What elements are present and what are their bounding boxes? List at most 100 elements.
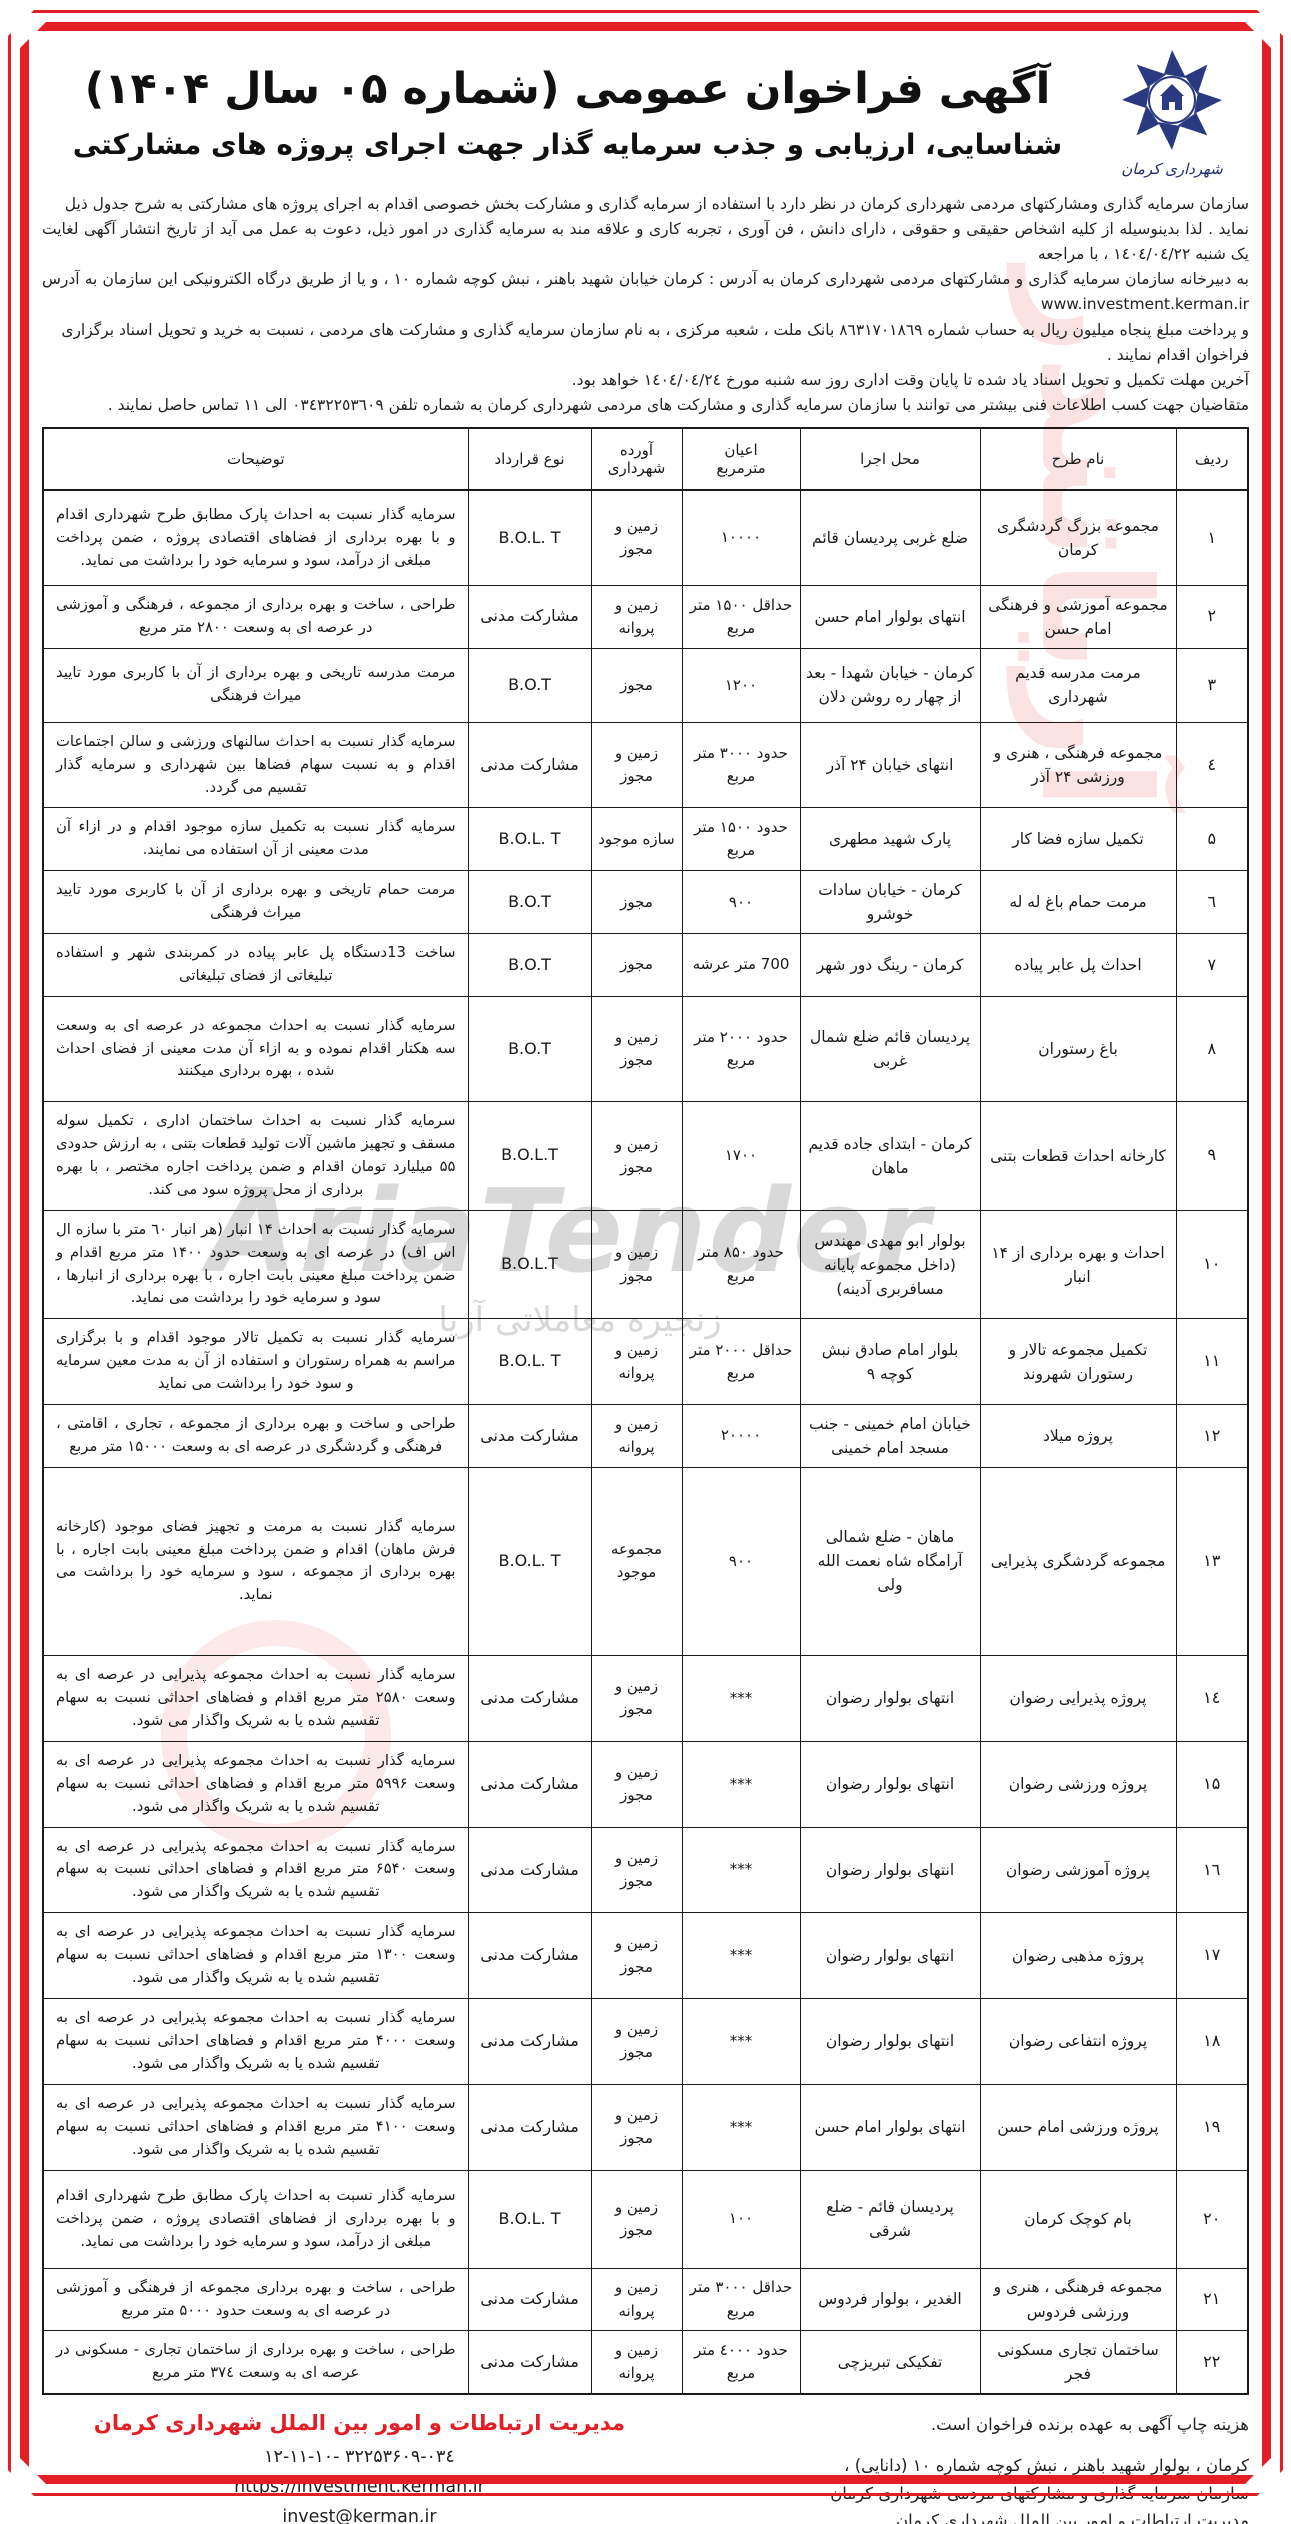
address-line: کرمان ، بولوار شهید باهنر ، نبش کوچه شما… [844,2456,1249,2476]
intro-line: سازمان سرمایه گذاری ومشارکتهای مردمی شهر… [64,195,1249,213]
contract-type: B.O.L. T [467,489,592,586]
project-name: پروژه آموزشی رضوان [979,1826,1177,1914]
project-name: تکمیل مجموعه تالار و رستوران شهروند [979,1318,1177,1406]
project-location: انتهای بولوار امام حسن [799,2083,981,2171]
website-link[interactable]: https://investment.kerman.ir [234,2477,485,2498]
project-description: سرمایه گذار نسبت به احداث سالنهای ورزشی … [42,721,469,809]
project-name: مرمت حمام باغ له له [979,870,1177,935]
row-number: ٦ [1175,870,1249,935]
contract-type: مشارکت مدنی [467,2267,592,2332]
projects-table-wrap: ردیف نام طرح محل اجرا اعیان مترمربع آورده شه… [42,427,1249,2396]
project-area: *** [681,2083,801,2171]
table-row: ۱٤ پروژه پذیرایی رضوان انتهای بولوار رضوان… [42,1654,1249,1742]
municipality-contribution: زمین و پروانه [590,584,683,649]
row-number: ۱۰ [1175,1209,1249,1320]
page-title: آگهی فراخوان عمومی (شماره ۰۵ سال ۱۴۰۴) [84,63,1052,114]
project-description: مرمت حمام تاریخی و بهره برداری از آن با … [42,870,469,935]
phone-number: ۱۲-۱۱-۱۰- ۳۲۲۵۳۶۰۹-۰۳٤ [264,2447,455,2468]
intro-line: و پرداخت مبلغ پنجاه میلیون ریال به حساب … [61,320,1249,364]
municipality-logo: شهرداری کرمان [1103,46,1241,178]
email-link[interactable]: invest@kerman.ir [282,2506,437,2524]
table-row: ۱۷ پروژه مذهبی رضوان انتهای بولوار رضوان **… [42,1912,1249,2000]
row-number: ۱۱ [1175,1318,1249,1406]
municipality-contribution: زمین و مجوز [590,1101,683,1211]
contract-type: مشارکت مدنی [467,1404,592,1468]
project-location: انتهای خیابان ۲۴ آذر [799,721,981,809]
project-area: حداقل ۲۰۰۰ متر مربع [681,1318,801,1406]
footer-address-block: هزینه چاپ آگهی به عهده برنده فراخوان است… [697,2411,1249,2524]
contract-type: مشارکت مدنی [467,1826,592,1914]
project-description: سرمایه گذار نسبت به احداث ساختمان اداری … [42,1101,469,1211]
row-number: ۱٦ [1175,1826,1249,1914]
print-cost-note: هزینه چاپ آگهی به عهده برنده فراخوان است… [930,2415,1249,2435]
table-row: ۱۱ تکمیل مجموعه تالار و رستوران شهروند بلو… [42,1318,1249,1406]
project-area: *** [681,1826,801,1914]
municipality-contribution: زمین و پروانه [590,1404,683,1468]
row-number: ۱٤ [1175,1654,1249,1742]
row-number: ۱۲ [1175,1404,1249,1468]
page-subtitle: شناسایی، ارزیابی و جذب سرمایه گذار جهت ا… [72,127,1063,161]
municipality-contribution: زمین و مجوز [590,1654,683,1742]
contract-type: مشارکت مدنی [467,721,592,809]
project-area: ۱۲۰۰ [681,647,801,723]
contact-note: متقاضیان جهت کسب اطلاعات فنی بیشتر می تو… [107,395,1249,414]
project-area: 700 متر عرشه [681,933,801,997]
project-description: سرمایه گذار نسبت به احداث پارک مطابق طرح… [42,2169,469,2269]
contract-type: مشارکت مدنی [467,1998,592,2085]
project-area: ۱۷۰۰ [681,1101,801,1211]
table-row: ٤ مجموعه فرهنگی ، هنری و ورزشی ۲۴ آذر انته… [42,721,1249,809]
project-area: حدود ٤۰۰۰ متر مربع [681,2330,801,2395]
project-name: پروژه پذیرایی رضوان [979,1654,1177,1742]
project-name: ساختمان تجاری مسکونی فجر [979,2330,1177,2395]
contract-type: B.O.L. T [467,807,592,872]
row-number: ۳ [1175,647,1249,723]
project-location: انتهای بولوار رضوان [799,1912,981,2000]
row-number: ۲۲ [1175,2330,1249,2395]
project-name: احداث و بهره برداری از ۱۴ انبار [979,1209,1177,1320]
table-row: ۲ مجموعه آموزشی و فرهنگی امام حسن انتهای ب… [42,584,1249,649]
table-row: ۱٦ پروژه آموزشی رضوان انتهای بولوار رضوان *… [42,1826,1249,1914]
project-name: مجموعه بزرگ گردشگری کرمان [979,489,1177,586]
deadline-note: آخرین مهلت تکمیل و تحویل اسناد یاد شده ت… [571,370,1249,389]
project-area: ۹۰۰ [681,1466,801,1656]
municipality-contribution: زمین و مجوز [590,1912,683,2000]
project-name: کارخانه احداث قطعات بتنی [979,1101,1177,1211]
kerman-municipality-emblem-icon [1122,50,1222,150]
project-name: مجموعه فرهنگی ، هنری و ورزشی ۲۴ آذر [979,721,1177,809]
row-number: ۲۱ [1175,2267,1249,2332]
row-number: ۵ [1175,807,1249,872]
municipality-contribution: زمین و مجوز [590,996,683,1102]
project-location: کرمان - خیابان شهدا - بعد از چهار ره روش… [799,647,981,723]
row-number: ۱ [1175,489,1249,586]
project-location: ضلع غربی پردیسان قائم [799,489,981,586]
project-description: سرمایه گذار نسبت به احداث مجموعه پذیرایی… [42,1912,469,2000]
project-location: کرمان - ابتدای جاده قدیم ماهان [799,1101,981,1211]
municipality-contribution: مجوز [590,933,683,997]
column-header-2: محل اجرا [799,427,981,492]
project-name: پروژه میلاد [979,1404,1177,1468]
project-location: انتهای بولوار امام حسن [799,584,981,649]
project-description: سرمایه گذار نسبت به تکمیل تالار موجود اق… [42,1318,469,1406]
project-name: پروژه ورزشی رضوان [979,1740,1177,1828]
table-row: ۲۱ مجموعه فرهنگی ، هنری و ورزشی فردوس الغد… [42,2267,1249,2332]
contract-type: مشارکت مدنی [467,2330,592,2395]
table-row: ٦ مرمت حمام باغ له له کرمان - خیابان سادات… [42,870,1249,935]
contract-type: B.O.L.T [467,1101,592,1211]
row-number: ۱۵ [1175,1740,1249,1828]
project-name: باغ رستوران [979,996,1177,1102]
table-row: ۱۳ مجموعه گردشگری پذیرایی ماهان - ضلع شمال… [42,1466,1249,1656]
project-description: طراحی ، ساخت و بهره برداری مجموعه از فره… [42,2267,469,2332]
project-description: سرمایه گذار نسبت به احداث مجموعه پذیرایی… [42,1740,469,1828]
municipality-contribution: زمین و مجوز [590,1209,683,1320]
municipality-contribution: زمین و پروانه [590,2267,683,2332]
project-location: خیابان امام خمینی - جنب مسجد امام خمینی [799,1404,981,1468]
project-location: کرمان - خیابان سادات خوشرو [799,870,981,935]
table-row: ۹ کارخانه احداث قطعات بتنی کرمان - ابتدای … [42,1101,1249,1211]
project-name: مجموعه فرهنگی ، هنری و ورزشی فردوس [979,2267,1177,2332]
header: شهرداری کرمان آگهی فراخوان عمومی (شماره … [42,40,1249,182]
project-name: مجموعه گردشگری پذیرایی [979,1466,1177,1656]
intro-paragraph: سازمان سرمایه گذاری ومشارکتهای مردمی شهر… [42,192,1249,368]
municipality-contribution: زمین و پروانه [590,2330,683,2395]
project-description: سرمایه گذار نسبت به مرمت و تجهیز فضای مو… [42,1466,469,1656]
project-location: پردیسان قائم - ضلع شرقی [799,2169,981,2269]
